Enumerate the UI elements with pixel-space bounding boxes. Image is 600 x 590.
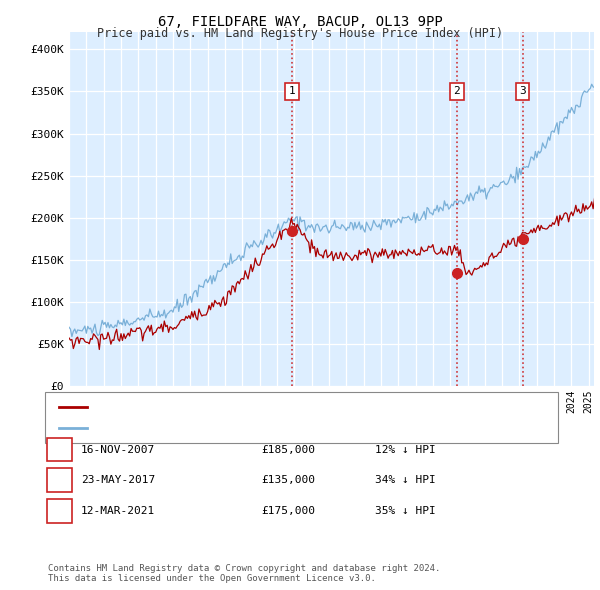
Text: Contains HM Land Registry data © Crown copyright and database right 2024.
This d: Contains HM Land Registry data © Crown c… — [48, 563, 440, 583]
Text: 2: 2 — [56, 476, 63, 485]
Text: HPI: Average price, detached house, Rossendale: HPI: Average price, detached house, Ross… — [91, 423, 379, 433]
Text: 67, FIELDFARE WAY, BACUP, OL13 9PP: 67, FIELDFARE WAY, BACUP, OL13 9PP — [158, 15, 442, 29]
Text: 67, FIELDFARE WAY, BACUP, OL13 9PP (detached house): 67, FIELDFARE WAY, BACUP, OL13 9PP (deta… — [91, 402, 410, 412]
Text: 1: 1 — [289, 87, 296, 96]
Text: Price paid vs. HM Land Registry's House Price Index (HPI): Price paid vs. HM Land Registry's House … — [97, 27, 503, 40]
Text: 1: 1 — [56, 445, 63, 454]
Text: 2: 2 — [454, 87, 460, 96]
Text: 12-MAR-2021: 12-MAR-2021 — [81, 506, 155, 516]
Text: 12% ↓ HPI: 12% ↓ HPI — [375, 445, 436, 454]
Text: 16-NOV-2007: 16-NOV-2007 — [81, 445, 155, 454]
Text: 23-MAY-2017: 23-MAY-2017 — [81, 476, 155, 485]
Text: £175,000: £175,000 — [261, 506, 315, 516]
Text: 3: 3 — [56, 506, 63, 516]
Text: £185,000: £185,000 — [261, 445, 315, 454]
Text: 34% ↓ HPI: 34% ↓ HPI — [375, 476, 436, 485]
Text: 3: 3 — [520, 87, 526, 96]
Text: 35% ↓ HPI: 35% ↓ HPI — [375, 506, 436, 516]
Text: £135,000: £135,000 — [261, 476, 315, 485]
